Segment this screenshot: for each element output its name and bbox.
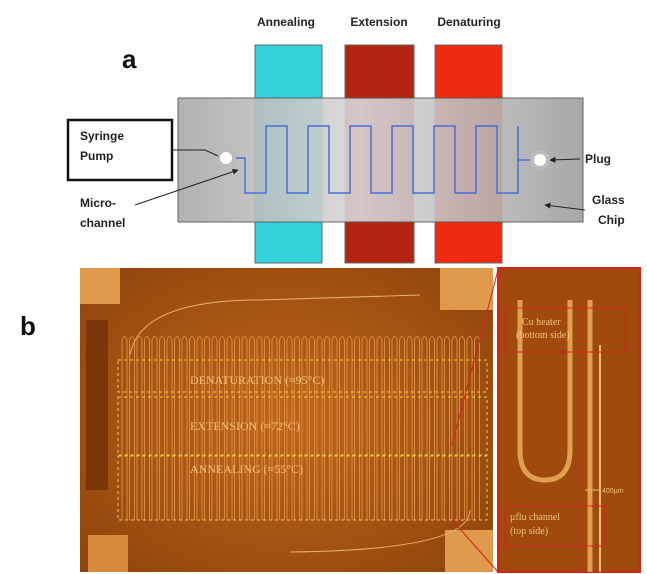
plug-label: Plug xyxy=(585,152,611,166)
pad xyxy=(80,268,120,304)
panel-label: a xyxy=(122,44,137,74)
inlet xyxy=(218,150,234,166)
zone-label: DENATURATION (≈95°C) xyxy=(190,373,324,387)
text-line: channel xyxy=(80,216,125,230)
text-line: Micro- xyxy=(80,196,116,210)
panel-label: b xyxy=(20,311,36,341)
heater-label: Denaturing xyxy=(437,15,500,29)
comb xyxy=(86,320,108,490)
text-line: Cu heater xyxy=(522,317,561,328)
text-line: μflu channel xyxy=(510,512,560,523)
outlet xyxy=(532,152,548,168)
text-line: (top side) xyxy=(510,526,548,537)
heater-label: Annealing xyxy=(257,15,315,29)
text-line: (bottom side) xyxy=(516,330,570,341)
micro-channel-label: Micro-channel xyxy=(80,196,125,230)
zone-label: EXTENSION (≈72°C) xyxy=(190,419,300,433)
glass-chip-label: Glass Chip xyxy=(592,193,625,227)
figure: a Annealing Extension Denaturing Syringe… xyxy=(0,0,647,574)
zone-label: ANNEALING (≈55°C) xyxy=(190,462,303,476)
pad xyxy=(445,530,493,572)
pad xyxy=(88,535,128,572)
pad xyxy=(440,268,493,310)
text-line: Chip xyxy=(598,213,625,227)
scale-label: 400μm xyxy=(602,488,624,495)
text-line: Pump xyxy=(80,149,113,163)
text-line: Glass xyxy=(592,193,625,207)
heater-label: Extension xyxy=(350,15,407,29)
text-line: Syringe xyxy=(80,129,124,143)
